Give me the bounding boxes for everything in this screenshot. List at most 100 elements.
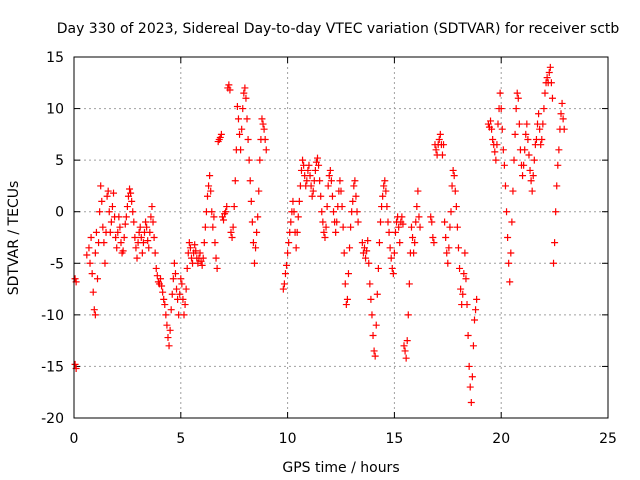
data-point xyxy=(548,94,556,102)
data-point xyxy=(283,261,291,269)
data-point xyxy=(280,280,288,288)
data-point xyxy=(116,223,124,231)
data-point xyxy=(489,136,497,144)
data-point xyxy=(130,218,138,226)
data-point xyxy=(137,234,145,241)
data-point xyxy=(167,306,175,314)
data-point xyxy=(279,285,287,293)
data-point xyxy=(456,264,464,272)
data-point xyxy=(467,399,475,407)
data-point xyxy=(132,244,140,252)
data-point xyxy=(401,347,409,355)
data-point xyxy=(139,239,147,247)
data-point xyxy=(287,218,295,226)
data-point xyxy=(553,182,561,190)
data-point xyxy=(390,249,398,257)
data-point xyxy=(144,237,152,245)
data-point xyxy=(253,228,261,236)
data-point xyxy=(225,81,233,89)
data-point xyxy=(453,223,461,231)
data-point xyxy=(462,275,470,283)
data-point xyxy=(285,239,293,247)
data-point xyxy=(163,321,171,329)
data-point xyxy=(409,234,417,241)
data-point xyxy=(398,213,406,221)
data-point xyxy=(209,223,217,231)
data-point xyxy=(99,223,107,231)
data-point xyxy=(464,331,472,339)
data-point xyxy=(320,228,328,236)
data-point xyxy=(245,156,253,164)
data-point xyxy=(330,208,338,216)
data-point xyxy=(90,306,98,314)
data-point xyxy=(91,249,99,257)
data-point xyxy=(71,360,79,368)
data-point xyxy=(415,213,423,221)
data-point xyxy=(507,249,515,257)
data-point xyxy=(260,125,268,133)
data-point xyxy=(514,94,522,102)
data-point xyxy=(491,148,499,156)
y-tick-label: 5 xyxy=(55,153,64,169)
data-points xyxy=(71,63,568,407)
data-point xyxy=(126,185,134,193)
x-tick-label: 20 xyxy=(492,431,510,447)
y-tick-label: 15 xyxy=(46,50,64,66)
data-point xyxy=(314,154,322,162)
data-point xyxy=(284,249,292,257)
data-point xyxy=(389,270,397,278)
data-point xyxy=(196,249,204,257)
data-point xyxy=(459,290,467,298)
data-point xyxy=(86,259,94,267)
data-point xyxy=(142,218,150,226)
data-point xyxy=(523,120,531,128)
data-point xyxy=(223,203,231,211)
data-point xyxy=(117,239,125,247)
data-point xyxy=(112,234,120,241)
data-point xyxy=(446,223,454,231)
data-point xyxy=(380,182,388,190)
data-point xyxy=(385,228,393,236)
data-point xyxy=(165,342,173,350)
data-point xyxy=(290,208,298,216)
data-point xyxy=(83,251,91,259)
data-point xyxy=(372,321,380,329)
data-point xyxy=(373,290,381,298)
data-point xyxy=(292,244,300,252)
data-point xyxy=(319,218,327,226)
data-point xyxy=(442,234,450,241)
data-point xyxy=(239,105,247,113)
data-point xyxy=(157,275,165,283)
data-point xyxy=(498,125,506,133)
data-point xyxy=(340,249,348,257)
data-point xyxy=(443,249,451,257)
data-point xyxy=(121,220,129,228)
data-point xyxy=(338,203,346,211)
data-point xyxy=(347,223,355,231)
data-point xyxy=(441,218,449,226)
data-point xyxy=(208,208,216,216)
data-point xyxy=(162,311,170,319)
data-point xyxy=(546,63,554,71)
data-point xyxy=(281,270,289,278)
data-point xyxy=(242,94,250,102)
data-point xyxy=(304,166,312,174)
data-point xyxy=(509,187,517,195)
data-point xyxy=(262,146,270,154)
data-point xyxy=(375,239,383,247)
data-point xyxy=(247,197,255,205)
data-point xyxy=(451,187,459,195)
data-point xyxy=(303,177,311,185)
data-point xyxy=(321,234,329,241)
data-point xyxy=(236,130,244,138)
data-point xyxy=(133,254,141,262)
data-point xyxy=(91,311,99,319)
data-point xyxy=(381,177,389,185)
data-point xyxy=(341,280,349,288)
data-point xyxy=(170,259,178,267)
data-point xyxy=(305,161,313,169)
data-point xyxy=(449,166,457,174)
data-point xyxy=(237,146,245,154)
data-point xyxy=(559,115,567,123)
data-point xyxy=(107,218,115,226)
